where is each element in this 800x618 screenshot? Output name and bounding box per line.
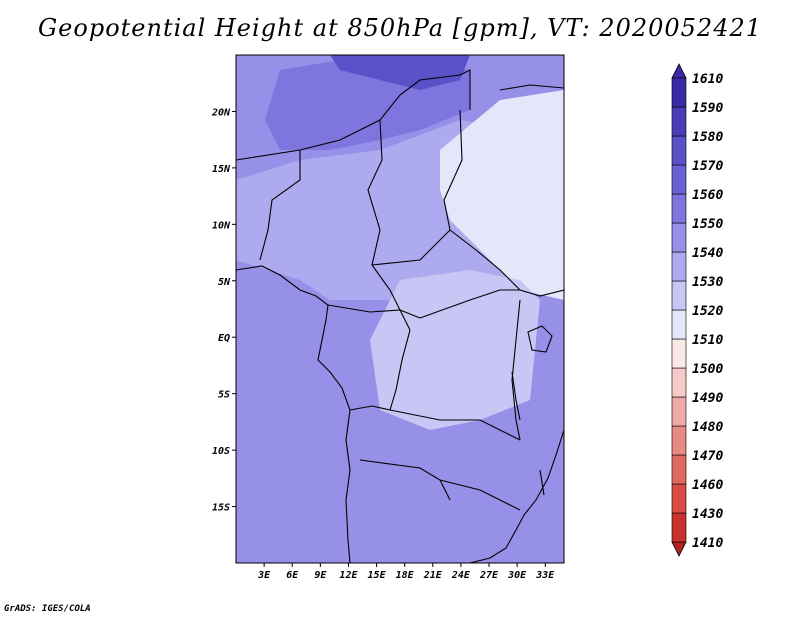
border-j (359, 459, 451, 501)
field-east-sudan (440, 90, 564, 300)
colorbar-segment (671, 280, 687, 311)
y-tick-label: 5N (218, 277, 231, 288)
colorbar-label: 1500 (692, 362, 723, 377)
lake-victoria (527, 325, 553, 353)
x-tick-label: 6E (286, 570, 299, 581)
coastline-west (236, 265, 351, 563)
colorbar-segment (671, 454, 687, 485)
colorbar-label: 1540 (692, 246, 723, 261)
x-tick-label: 12E (339, 570, 358, 581)
colorbar-segment (671, 106, 687, 137)
colorbar-label: 1530 (692, 275, 723, 290)
y-tick-label: 15S (212, 503, 230, 514)
colorbar-label: 1460 (692, 478, 723, 493)
y-tick-label: 10N (212, 220, 231, 231)
x-tick-label: 33E (535, 570, 555, 581)
colorbar-label: 1550 (692, 217, 723, 232)
x-tick-label: 9E (314, 570, 327, 581)
y-tick-label: 10S (212, 446, 230, 457)
y-tick-label: 20N (211, 107, 231, 118)
border-k (439, 479, 521, 511)
x-tick-label: 15E (368, 570, 387, 581)
colorbar-min-arrow (671, 541, 687, 557)
colorbar-segment (671, 512, 687, 543)
colorbar-label: 1430 (692, 507, 723, 522)
field-congo-basin (370, 270, 540, 430)
field-far-north-core (330, 55, 470, 90)
colorbar-label: 1410 (692, 536, 723, 551)
colorbar-segment (671, 425, 687, 456)
y-tick-label: EQ (218, 333, 230, 344)
colorbar-segment (671, 77, 687, 108)
border-i (349, 405, 391, 411)
colorbar-max-arrow (671, 63, 687, 79)
colorbar-segment (671, 396, 687, 427)
border-f (419, 289, 520, 319)
colorbar: 1410 1430 1460 1470 1480 1490 1500 1510 1520 1530… (671, 63, 723, 557)
border-e (371, 229, 451, 266)
colorbar-segment (671, 483, 687, 514)
colorbar-label: 1490 (692, 391, 723, 406)
lake-tanganyika (511, 371, 521, 421)
lake-malawi (539, 469, 545, 496)
border-m (499, 84, 564, 91)
chart-title: Geopotential Height at 850hPa [gpm], VT:… (38, 14, 762, 42)
colorbar-segment (671, 251, 687, 282)
y-tick-label: 5S (218, 390, 230, 401)
colorbar-segment (671, 222, 687, 253)
colorbar-label: 1510 (692, 333, 723, 348)
border-a (236, 69, 471, 161)
x-tick-label: 30E (507, 570, 527, 581)
colorbar-segment (671, 193, 687, 224)
border-g (327, 304, 411, 411)
y-tick-label: 15N (212, 164, 231, 175)
field-southern-africa (350, 420, 564, 563)
x-tick-label: 18E (396, 570, 415, 581)
colorbar-label: 1560 (692, 188, 723, 203)
colorbar-label: 1610 (692, 72, 723, 87)
colorbar-label: 1470 (692, 449, 723, 464)
colorbar-label: 1520 (692, 304, 723, 319)
colorbar-segment (671, 338, 687, 369)
coastline-east (469, 429, 564, 563)
border-l (511, 299, 521, 441)
border-d (443, 109, 564, 297)
x-tick-label: 24E (451, 570, 471, 581)
x-tick-label: 3E (257, 570, 271, 581)
border-b (259, 150, 301, 261)
colorbar-label: 1590 (692, 101, 723, 116)
border-h (389, 409, 521, 441)
border-c (367, 119, 421, 319)
colorbar-segment (671, 309, 687, 340)
x-tick-label: 21E (423, 570, 443, 581)
y-axis-ticks: 20N 15N 10N 5N EQ 5S 10S 15S (211, 107, 236, 514)
colorbar-label: 1480 (692, 420, 723, 435)
map-frame (235, 54, 565, 564)
grads-credit: GrADS: IGES/COLA (4, 604, 91, 614)
x-tick-label: 27E (479, 570, 499, 581)
x-axis-ticks: 3E 6E 9E 12E 15E 18E 21E 24E 27E 30E 33E (257, 563, 555, 581)
colorbar-label: 1570 (692, 159, 723, 174)
colorbar-segment (671, 164, 687, 195)
colorbar-segment (671, 135, 687, 166)
colorbar-label: 1580 (692, 130, 723, 145)
colorbar-segment (671, 367, 687, 398)
country-borders (236, 69, 564, 563)
